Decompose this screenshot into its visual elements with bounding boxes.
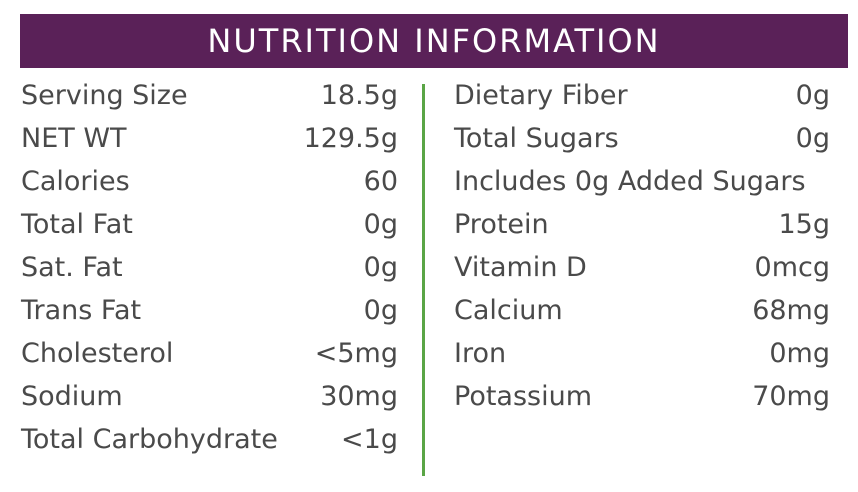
nutrient-label: Includes 0g Added Sugars (454, 166, 806, 197)
nutrient-row: Includes 0g Added Sugars (454, 160, 830, 203)
nutrient-row: Cholesterol <5mg (21, 332, 398, 375)
nutrient-value: 60 (363, 166, 398, 197)
nutrient-row: NET WT 129.5g (21, 117, 398, 160)
nutrient-row: Calories 60 (21, 160, 398, 203)
nutrient-value: 15g (778, 209, 831, 240)
nutrient-row: Calcium 68mg (454, 289, 830, 332)
nutrient-row: Serving Size 18.5g (21, 74, 398, 117)
nutrient-label: Trans Fat (21, 295, 142, 326)
column-divider (422, 84, 425, 476)
nutrient-row: Trans Fat 0g (21, 289, 398, 332)
nutrient-row: Total Sugars 0g (454, 117, 830, 160)
nutrient-label: Calories (21, 166, 130, 197)
nutrient-value: 0g (795, 80, 830, 111)
nutrient-value: 0mg (769, 338, 830, 369)
nutrient-label: Protein (454, 209, 549, 240)
nutrient-row: Dietary Fiber 0g (454, 74, 830, 117)
nutrient-value: 70mg (752, 381, 830, 412)
nutrient-row: Total Carbohydrate <1g (21, 418, 398, 461)
nutrient-label: Potassium (454, 381, 593, 412)
nutrient-label: Total Carbohydrate (21, 424, 278, 455)
nutrient-value: 0g (363, 209, 398, 240)
nutrition-panel: NUTRITION INFORMATION Serving Size 18.5g … (20, 14, 848, 484)
nutrient-row: Potassium 70mg (454, 375, 830, 418)
nutrient-row: Sat. Fat 0g (21, 246, 398, 289)
nutrient-value: 0g (795, 123, 830, 154)
nutrient-value: 0g (363, 252, 398, 283)
nutrient-label: NET WT (21, 123, 127, 154)
nutrient-label: Sodium (21, 381, 123, 412)
nutrient-value: 0g (363, 295, 398, 326)
nutrient-value: 68mg (752, 295, 830, 326)
nutrient-row: Vitamin D 0mcg (454, 246, 830, 289)
nutrient-label: Vitamin D (454, 252, 587, 283)
nutrient-row: Iron 0mg (454, 332, 830, 375)
nutrient-value: <5mg (314, 338, 398, 369)
nutrient-label: Iron (454, 338, 507, 369)
left-column: Serving Size 18.5g NET WT 129.5g Calories 6… (21, 74, 398, 461)
nutrient-value: <1g (341, 424, 398, 455)
nutrient-row: Protein 15g (454, 203, 830, 246)
nutrient-label: Total Fat (21, 209, 133, 240)
nutrient-label: Dietary Fiber (454, 80, 628, 111)
nutrient-label: Calcium (454, 295, 563, 326)
nutrient-label: Cholesterol (21, 338, 174, 369)
nutrient-row: Sodium 30mg (21, 375, 398, 418)
nutrient-label: Total Sugars (454, 123, 619, 154)
nutrient-label: Serving Size (21, 80, 188, 111)
nutrient-value: 18.5g (320, 80, 398, 111)
nutrient-value: 129.5g (303, 123, 398, 154)
nutrition-header: NUTRITION INFORMATION (20, 14, 848, 68)
nutrition-title: NUTRITION INFORMATION (207, 22, 661, 60)
right-column: Dietary Fiber 0g Total Sugars 0g Includes … (454, 74, 830, 418)
nutrient-value: 30mg (320, 381, 398, 412)
nutrition-columns: Serving Size 18.5g NET WT 129.5g Calories 6… (20, 68, 848, 478)
nutrient-value: 0mcg (754, 252, 830, 283)
nutrient-row: Total Fat 0g (21, 203, 398, 246)
nutrient-label: Sat. Fat (21, 252, 123, 283)
